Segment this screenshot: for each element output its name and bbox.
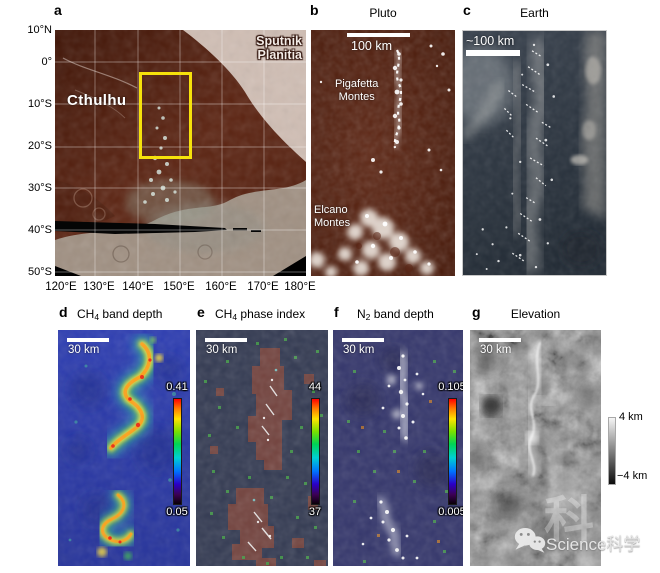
elevation-art bbox=[470, 330, 601, 566]
panel-f-label: f bbox=[334, 304, 339, 320]
panel-d-title: CH4 band depth bbox=[77, 307, 163, 322]
lon-tick: 120°E bbox=[45, 281, 77, 293]
lat-tick: 30°S bbox=[28, 182, 52, 194]
watermark-text: Science科学 bbox=[546, 535, 641, 554]
lon-tick: 140°E bbox=[122, 281, 154, 293]
elevation-max-label: 4 km bbox=[619, 411, 643, 423]
panel-b-title: Pluto bbox=[369, 6, 397, 20]
pluto-closeup-map: 100 km Pigafetta Montes Elcano Montes bbox=[311, 30, 455, 276]
colorbar-max-label: 0.105 bbox=[438, 381, 463, 393]
ch4-phase-index-map: 30 km 44 37 bbox=[196, 330, 328, 566]
rainbow-colorbar bbox=[173, 398, 182, 505]
lon-tick: 170°E bbox=[247, 281, 279, 293]
colorbar-max-label: 0.41 bbox=[166, 381, 188, 393]
elevation-colorbar bbox=[608, 417, 616, 485]
scale-bar-label: 30 km bbox=[480, 344, 512, 356]
scale-bar bbox=[466, 50, 520, 56]
panel-c-title: Earth bbox=[520, 6, 549, 20]
pluto-context-map-art bbox=[55, 30, 306, 276]
panel-d-label: d bbox=[59, 304, 68, 320]
panel-c-label: c bbox=[463, 2, 471, 18]
colorbar-max-label: 44 bbox=[308, 381, 322, 393]
panel-e-title: CH4 phase index bbox=[215, 307, 306, 322]
watermark-character: 科 bbox=[544, 492, 594, 548]
earth-comparison-image: ~100 km bbox=[462, 30, 607, 276]
scale-bar-label: 30 km bbox=[343, 344, 375, 356]
lat-tick: 0° bbox=[41, 56, 52, 68]
scale-bar-label: 30 km bbox=[68, 344, 100, 356]
colorbar-min-label: 0.05 bbox=[166, 506, 188, 518]
panel-e-label: e bbox=[197, 304, 205, 320]
panel-b-label: b bbox=[310, 2, 319, 18]
elevation-map: 30 km bbox=[470, 330, 601, 566]
wechat-icon bbox=[514, 528, 546, 553]
scale-bar bbox=[479, 338, 521, 342]
pluto-context-map: Cthulhu Sputnik Planitia bbox=[55, 30, 306, 276]
feature-label-elcano-montes: Elcano Montes bbox=[314, 204, 351, 229]
panel-g-label: g bbox=[472, 304, 481, 320]
lat-tick: 10°S bbox=[28, 98, 52, 110]
n2-band-depth-art bbox=[333, 330, 463, 566]
scale-bar-label: 30 km bbox=[206, 344, 238, 356]
scale-bar bbox=[342, 338, 384, 342]
lon-tick: 180°E bbox=[284, 281, 316, 293]
scale-bar-label: 100 km bbox=[351, 39, 392, 53]
feature-label-pigafetta-montes: Pigafetta Montes bbox=[335, 78, 379, 103]
panel-g-title: Elevation bbox=[510, 307, 561, 321]
colorbar-min-label: 37 bbox=[308, 506, 322, 518]
lon-tick: 160°E bbox=[205, 281, 237, 293]
lon-tick: 150°E bbox=[163, 281, 195, 293]
ch4-phase-index-art bbox=[196, 330, 328, 566]
pluto-closeup-art bbox=[311, 30, 455, 276]
lat-tick: 10°N bbox=[27, 24, 52, 36]
lat-tick: 50°S bbox=[28, 266, 52, 278]
study-area-highlight-box bbox=[139, 72, 192, 159]
rainbow-colorbar bbox=[311, 398, 320, 505]
lat-tick: 20°S bbox=[28, 140, 52, 152]
region-label-sputnik-planitia: Sputnik Planitia bbox=[256, 34, 302, 62]
ch4-band-depth-art bbox=[58, 330, 190, 566]
earth-image-art bbox=[463, 31, 606, 275]
scale-bar bbox=[67, 338, 109, 342]
scale-bar-label: ~100 km bbox=[466, 34, 515, 48]
lat-tick: 40°S bbox=[28, 224, 52, 236]
region-label-cthulhu: Cthulhu bbox=[67, 92, 127, 109]
rainbow-colorbar bbox=[448, 398, 457, 505]
elevation-min-label: −4 km bbox=[617, 470, 648, 482]
panel-f-title: N2 band depth bbox=[357, 307, 434, 322]
lon-tick: 130°E bbox=[83, 281, 115, 293]
panel-a-label: a bbox=[54, 2, 62, 18]
n2-band-depth-map: 30 km 0.105 0.005 bbox=[333, 330, 463, 566]
scale-bar bbox=[205, 338, 247, 342]
scale-bar bbox=[347, 33, 410, 37]
colorbar-min-label: 0.005 bbox=[438, 506, 463, 518]
ch4-band-depth-map: 30 km 0.41 0.05 bbox=[58, 330, 190, 566]
